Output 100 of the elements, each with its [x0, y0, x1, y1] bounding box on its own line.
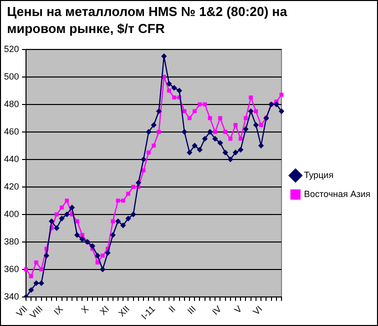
point [126, 216, 131, 222]
point [222, 150, 228, 156]
x-tick-label: II [166, 304, 178, 314]
point [80, 236, 85, 242]
point [136, 180, 142, 186]
y-tick-label: 520 [4, 44, 20, 54]
y-tick-label: 340 [4, 291, 20, 302]
point [29, 274, 34, 278]
point [278, 108, 284, 114]
point [197, 147, 202, 152]
point [212, 136, 218, 142]
y-tick-label: 480 [4, 98, 20, 109]
point [198, 102, 202, 106]
point [60, 205, 64, 210]
x-tick-label: XII [116, 304, 132, 319]
point [100, 254, 105, 258]
y-tick-label: 400 [4, 208, 20, 219]
point [74, 232, 80, 238]
x-tick-label: IV [210, 304, 224, 317]
point [131, 184, 136, 189]
point [146, 129, 152, 134]
point [156, 130, 161, 134]
point [80, 232, 84, 238]
point [116, 198, 120, 203]
point [218, 116, 222, 120]
point [115, 218, 121, 224]
point [96, 260, 100, 265]
point [208, 116, 212, 120]
point [182, 109, 186, 114]
point [182, 129, 188, 134]
point [238, 147, 244, 152]
point [34, 280, 39, 286]
point [172, 96, 176, 100]
point [186, 150, 192, 156]
x-tick-label: VIII [28, 304, 45, 320]
point [140, 156, 146, 162]
point [120, 222, 126, 228]
x-tick-label: III [185, 304, 198, 316]
x-tick-label: IX [52, 304, 65, 317]
point [48, 218, 54, 224]
point [28, 287, 34, 293]
point [24, 267, 28, 272]
point [207, 129, 213, 134]
point [152, 144, 156, 148]
point [39, 267, 44, 272]
point [234, 123, 238, 128]
point [258, 143, 264, 148]
point [105, 250, 110, 256]
point [213, 130, 218, 134]
y-tick-label: 460 [4, 126, 20, 136]
point [228, 156, 234, 162]
y-tick-label: 360 [4, 264, 20, 274]
point [218, 140, 223, 146]
x-tick-label: VII [14, 304, 30, 319]
point [232, 150, 238, 156]
chart-title: Цены на металлолом HMS № 1&2 (80:20) на мировом рынке, $/т CFR [7, 3, 288, 37]
y-tick-label: 380 [4, 236, 20, 246]
point [142, 168, 146, 172]
point [44, 253, 50, 258]
x-tick-label: V [232, 304, 244, 316]
point [172, 85, 177, 90]
point [156, 108, 162, 114]
point [94, 253, 100, 258]
point [54, 212, 59, 216]
point [176, 88, 182, 94]
point [223, 130, 228, 134]
point [110, 219, 115, 224]
point [253, 122, 259, 128]
point [248, 108, 254, 114]
point [100, 266, 106, 272]
point [75, 219, 80, 224]
point [259, 123, 264, 128]
point [110, 232, 116, 238]
point [202, 102, 207, 106]
point [151, 122, 156, 128]
y-tick-label: 500 [4, 71, 20, 82]
point [69, 204, 75, 210]
point [192, 109, 197, 114]
point [202, 136, 208, 142]
point [38, 280, 44, 286]
point [244, 116, 248, 120]
y-tick-label: 420 [4, 181, 20, 192]
point [243, 126, 248, 132]
point [161, 54, 167, 59]
point [59, 216, 64, 222]
x-tick-label: X [79, 304, 91, 316]
point [130, 212, 136, 217]
x-tick-label: I-11 [139, 304, 157, 322]
point [64, 198, 69, 203]
point [121, 198, 126, 203]
x-tick-label: VI [251, 304, 264, 317]
point [188, 116, 192, 120]
point [126, 192, 130, 196]
point [279, 92, 284, 97]
point [146, 150, 151, 155]
point [90, 243, 96, 249]
point [254, 109, 258, 114]
point [54, 226, 60, 231]
point [64, 212, 70, 217]
legend-label: Восточная Азия [304, 188, 371, 199]
